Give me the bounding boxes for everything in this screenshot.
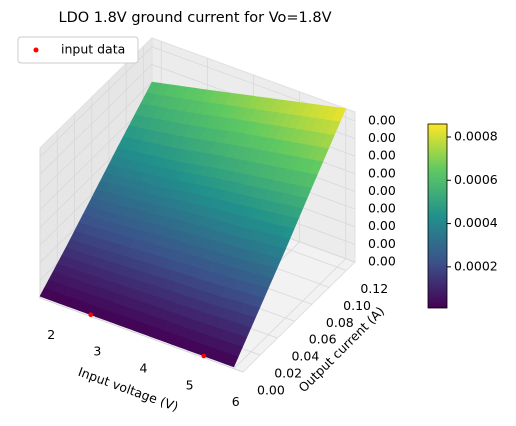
colorbar-tick-label: 0.0006 [454, 172, 498, 187]
y-tick-label: 0.00 [257, 383, 285, 398]
z-tick-label: 0.00 [368, 254, 396, 269]
z-tick-label: 0.00 [368, 218, 396, 233]
colorbar [427, 123, 448, 309]
grid-line [233, 258, 347, 369]
legend-label: input data [61, 42, 125, 57]
grid-line [39, 64, 153, 175]
z-tick-label: 0.00 [368, 148, 396, 163]
x-axis-label: Input voltage (V) [76, 364, 180, 414]
surface-patch [225, 353, 239, 368]
x-tick-label: 2 [47, 327, 55, 342]
z-tick-label: 0.00 [368, 183, 396, 198]
y-tick-label: 0.08 [326, 315, 354, 330]
y-tick-label: 0.12 [360, 281, 388, 296]
scatter [88, 312, 207, 359]
z-tick-label: 0.00 [368, 236, 396, 251]
legend-marker [33, 47, 39, 53]
z-tick-label: 0.00 [368, 201, 396, 216]
grid-line [39, 46, 153, 158]
x-tick-label: 3 [93, 344, 101, 359]
chart-title: LDO 1.8V ground current for Vo=1.8V [58, 10, 331, 26]
colorbar-tick-label: 0.0004 [454, 215, 498, 230]
legend-box [17, 36, 139, 64]
data-point [201, 353, 207, 359]
grid-line [39, 81, 153, 193]
data-point [88, 312, 94, 318]
colorbar-tick-label: 0.0008 [454, 128, 498, 143]
grid-line [39, 297, 244, 373]
y-tick-label: 0.02 [274, 366, 302, 381]
surface [39, 81, 347, 368]
x-tick-label: 6 [232, 394, 240, 409]
x-tick-label: 5 [186, 377, 194, 392]
y-tick-label: 0.04 [291, 349, 319, 364]
y-tick-label: 0.10 [343, 298, 371, 313]
labels: 2 3 4 5 6 0.00 0.02 0.04 0.06 0.08 0.10 0.12 0.00 0.0… [47, 112, 396, 409]
z-tick-label: 0.00 [368, 112, 396, 127]
z-tick-label: 0.00 [368, 165, 396, 180]
colorbar-tick-label: 0.0002 [454, 258, 498, 273]
x-tick-label: 4 [140, 361, 148, 376]
y-tick-label: 0.06 [309, 332, 337, 347]
z-tick-label: 0.00 [368, 130, 396, 145]
